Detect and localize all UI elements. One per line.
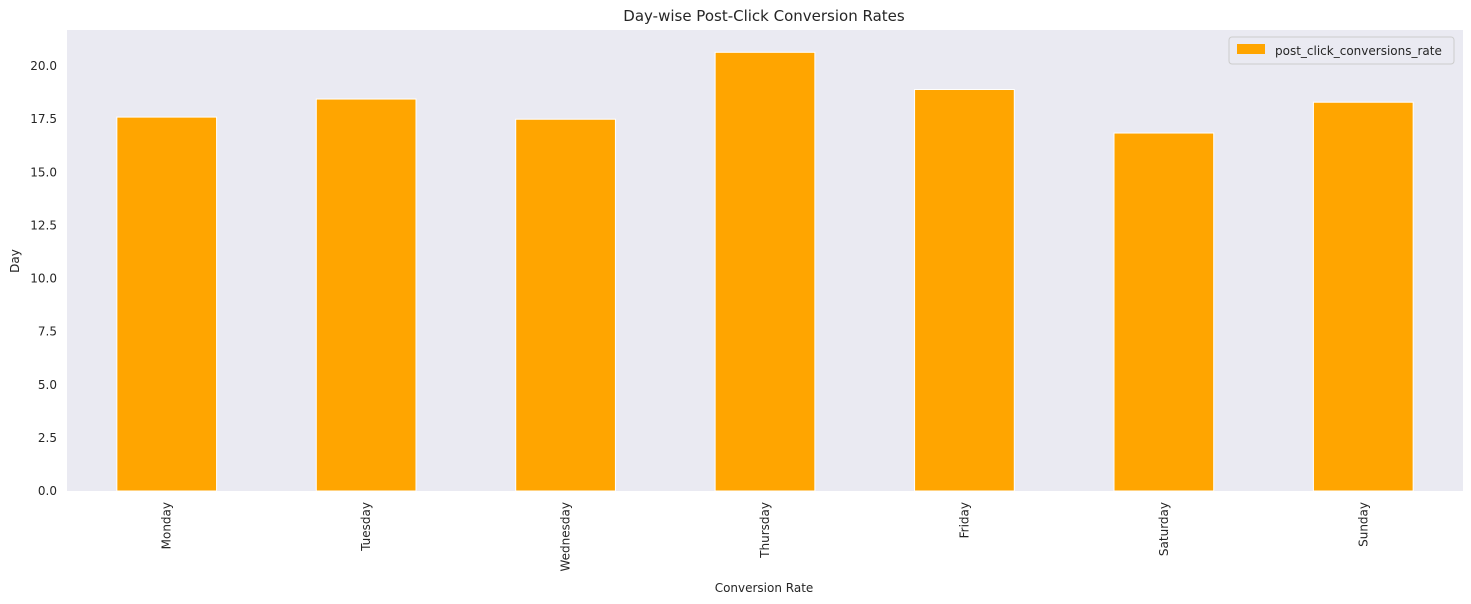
bar-monday xyxy=(116,116,218,492)
x-axis-label: Conversion Rate xyxy=(715,581,814,595)
legend: post_click_conversions_rate xyxy=(1228,36,1455,65)
y-axis-label: Day xyxy=(8,249,22,273)
legend-swatch xyxy=(1237,44,1265,54)
y-tick-label: 7.5 xyxy=(38,325,57,339)
y-tick-label: 12.5 xyxy=(30,218,57,232)
x-tick-label: Monday xyxy=(160,502,174,549)
bar-friday xyxy=(914,88,1015,492)
bar-thursday xyxy=(714,51,816,492)
x-axis-ticks: Monday Tuesday Wednesday Thursday Friday Satu… xyxy=(160,502,1371,571)
x-tick-label: Sunday xyxy=(1356,502,1370,547)
y-tick-label: 17.5 xyxy=(30,112,57,126)
x-tick-label: Thursday xyxy=(758,502,772,559)
x-tick-label: Wednesday xyxy=(559,502,573,571)
y-axis-ticks: 0.0 2.5 5.0 7.5 10.0 12.5 15.0 17.5 20.0 xyxy=(30,59,57,498)
y-tick-label: 0.0 xyxy=(38,484,57,498)
bar-tuesday xyxy=(315,98,417,492)
y-tick-label: 5.0 xyxy=(38,378,57,392)
y-tick-label: 15.0 xyxy=(30,165,57,179)
x-tick-label: Saturday xyxy=(1157,502,1171,556)
x-tick-label: Friday xyxy=(957,502,971,538)
legend-label: post_click_conversions_rate xyxy=(1275,44,1442,58)
bar-wednesday xyxy=(515,118,616,492)
bar-saturday xyxy=(1113,132,1215,492)
bars xyxy=(116,51,1414,492)
chart-title: Day-wise Post-Click Conversion Rates xyxy=(623,7,905,25)
x-tick-label: Tuesday xyxy=(359,502,373,552)
bar-sunday xyxy=(1312,101,1414,492)
y-tick-label: 20.0 xyxy=(30,59,57,73)
legend-box xyxy=(1228,36,1455,65)
y-tick-label: 2.5 xyxy=(38,431,57,445)
y-tick-label: 10.0 xyxy=(30,272,57,286)
